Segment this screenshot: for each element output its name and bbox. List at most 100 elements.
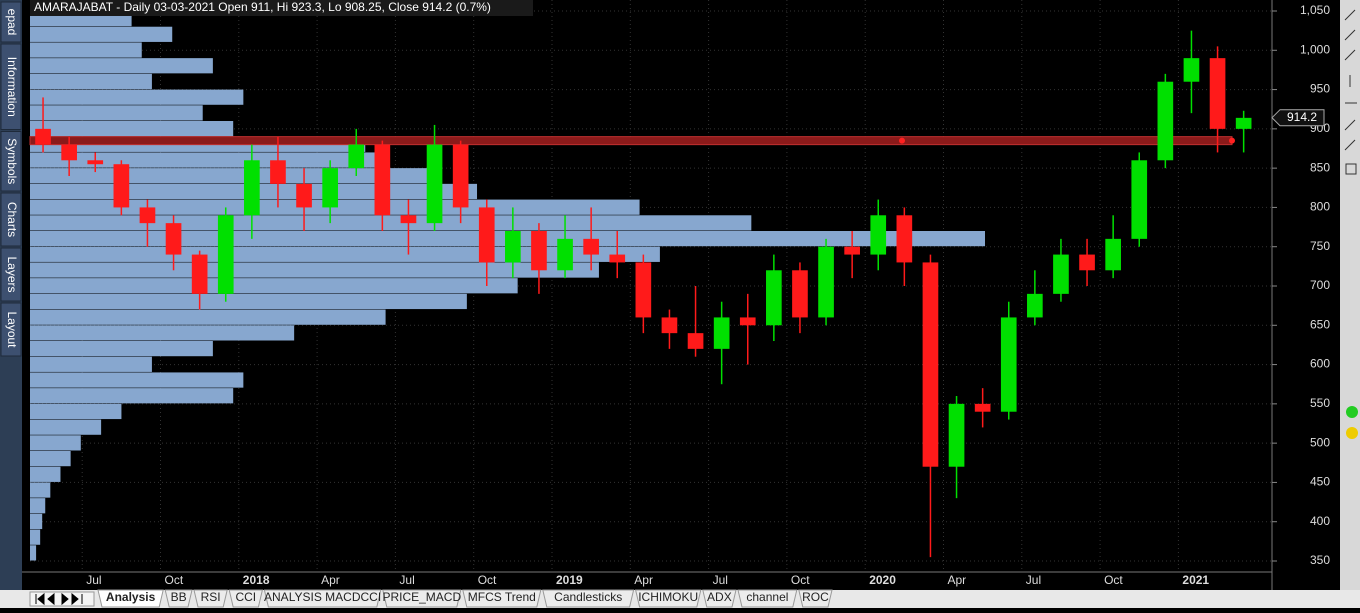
volume-profile-bar (30, 42, 142, 58)
side-tab[interactable] (0, 1, 22, 43)
candle-body (426, 144, 443, 224)
candle-body (505, 231, 521, 263)
tab[interactable] (798, 589, 833, 608)
x-tick-label: Oct (165, 573, 184, 587)
side-tab-label[interactable]: Information (5, 57, 19, 117)
candle-body (557, 238, 573, 271)
tab-label[interactable]: channel (746, 590, 788, 604)
volume-profile-bar (30, 105, 203, 121)
side-tab[interactable] (0, 131, 22, 192)
tab-label[interactable]: MFCS Trend (468, 590, 536, 604)
y-tick-label: 500 (1310, 435, 1330, 449)
tab[interactable] (702, 589, 737, 608)
side-tab-label[interactable]: Layers (5, 256, 19, 292)
last-price: 914.2 (1287, 110, 1317, 124)
volume-profile-bar (30, 451, 71, 467)
y-tick-label: 650 (1310, 317, 1330, 331)
side-tab-label[interactable]: Symbols (5, 138, 19, 184)
tab[interactable] (634, 589, 702, 608)
candle-body (1183, 58, 1200, 82)
x-tick-label: Oct (791, 573, 810, 587)
tab[interactable] (542, 589, 635, 608)
candle-body (400, 215, 417, 224)
candle-body (270, 160, 286, 184)
candle-body (922, 262, 939, 467)
tab[interactable] (97, 589, 164, 608)
tab-label[interactable]: Candlesticks (554, 590, 622, 604)
x-tick-label: Jul (713, 573, 728, 587)
candle-body (818, 246, 834, 318)
y-tick-label: 800 (1310, 200, 1330, 214)
candle-body (244, 160, 260, 216)
candle-body (844, 246, 860, 255)
volume-profile-bar (30, 498, 46, 514)
candle-body (113, 164, 130, 208)
side-tab-label[interactable]: epad (5, 9, 19, 36)
x-tick-label: Apr (634, 573, 653, 587)
tab-label[interactable]: ANALYSIS MACDCCI (264, 590, 381, 604)
x-tick-label: Jul (399, 573, 414, 587)
icon (1344, 9, 1357, 151)
tab-label[interactable]: RSI (201, 590, 221, 604)
tab-label[interactable]: ADX (707, 590, 732, 604)
candle-body (661, 317, 678, 334)
nav-buttons[interactable] (29, 591, 95, 607)
tab-label[interactable]: Analysis (106, 590, 156, 604)
candle-body (1105, 238, 1121, 271)
tab[interactable] (462, 589, 542, 608)
toolbar (1340, 0, 1360, 608)
tab-label[interactable]: ROC (802, 590, 829, 604)
volume-profile-bar (30, 513, 43, 530)
volume-profile-bar (30, 529, 41, 545)
candle-body (217, 215, 234, 294)
candle-body (1131, 160, 1148, 239)
volume-profile-bar (30, 388, 234, 404)
tab-label[interactable]: PRICE_MACD (382, 590, 461, 604)
y-tick-label: 1,050 (1300, 3, 1330, 17)
x-tick-label: 2021 (1182, 573, 1209, 587)
y-tick-label: 850 (1310, 160, 1330, 174)
tab[interactable] (737, 589, 798, 608)
side-tab[interactable] (0, 302, 22, 357)
candle-body (896, 215, 913, 263)
candle-body (191, 254, 208, 294)
side-tab-label[interactable]: Charts (5, 202, 19, 237)
candle-body (792, 270, 808, 318)
tab[interactable] (193, 589, 228, 608)
side-tab-label[interactable]: Layout (5, 311, 19, 348)
candle-body (948, 403, 965, 467)
side-tab[interactable] (0, 247, 22, 302)
candle-body (139, 207, 156, 224)
volume-profile-bar (30, 482, 51, 498)
tab-label[interactable]: ICHIMOKU (638, 590, 698, 604)
candle-body (609, 254, 626, 263)
tab-label[interactable]: CCI (235, 590, 256, 604)
tab[interactable] (228, 589, 264, 608)
side-tab[interactable] (0, 43, 22, 130)
volume-profile-bar (30, 26, 173, 42)
side-tab[interactable] (0, 192, 22, 247)
volume-profile-bar (30, 121, 234, 137)
nav-arrows[interactable] (35, 592, 83, 606)
tab[interactable] (263, 589, 382, 608)
y-tick-label: 950 (1310, 82, 1330, 96)
candle-body (61, 144, 77, 161)
level-handle (899, 137, 905, 144)
candle-body (35, 128, 51, 145)
level-line[interactable] (29, 136, 1233, 146)
candle-body (974, 403, 991, 412)
tab-label[interactable]: BB (171, 590, 187, 604)
candle-body (739, 317, 756, 326)
level-handle (1229, 137, 1235, 144)
tab[interactable] (382, 589, 462, 608)
volume-profile-bar (30, 372, 244, 388)
candle-body (1209, 58, 1226, 129)
candle-body (1235, 117, 1252, 129)
candle-body (713, 317, 730, 349)
chart-title: AMARAJABAT - Daily 03-03-2021 Open 911, … (34, 0, 491, 14)
tab[interactable] (164, 589, 193, 608)
candle-body (1053, 254, 1069, 294)
volume-profile-bar (30, 152, 376, 168)
x-tick-label: 2020 (869, 573, 896, 587)
